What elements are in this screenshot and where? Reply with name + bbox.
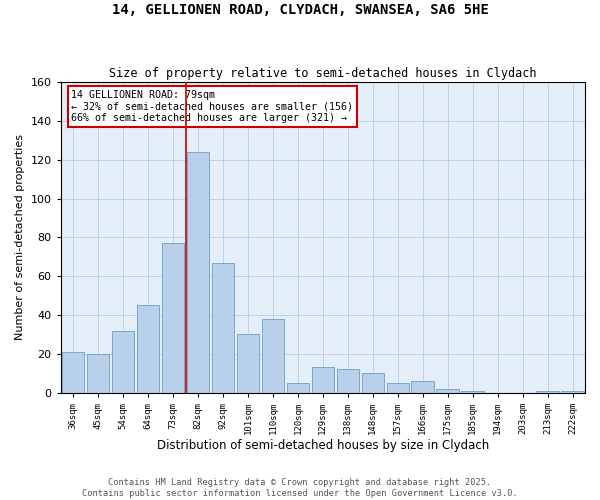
Title: Size of property relative to semi-detached houses in Clydach: Size of property relative to semi-detach… [109, 66, 536, 80]
Bar [461, 390, 484, 392]
Bar [536, 390, 559, 392]
Bar [386, 383, 409, 392]
Bar [436, 389, 459, 392]
Bar [237, 334, 259, 392]
Bar [112, 330, 134, 392]
Bar [561, 390, 584, 392]
Bar [287, 383, 309, 392]
Text: 14 GELLIONEN ROAD: 79sqm
← 32% of semi-detached houses are smaller (156)
66% of : 14 GELLIONEN ROAD: 79sqm ← 32% of semi-d… [71, 90, 353, 123]
Bar [412, 381, 434, 392]
Bar [311, 368, 334, 392]
Bar [137, 306, 160, 392]
Text: Contains HM Land Registry data © Crown copyright and database right 2025.
Contai: Contains HM Land Registry data © Crown c… [82, 478, 518, 498]
Bar [187, 152, 209, 392]
Bar [62, 352, 85, 393]
Y-axis label: Number of semi-detached properties: Number of semi-detached properties [15, 134, 25, 340]
Text: 14, GELLIONEN ROAD, CLYDACH, SWANSEA, SA6 5HE: 14, GELLIONEN ROAD, CLYDACH, SWANSEA, SA… [112, 2, 488, 16]
X-axis label: Distribution of semi-detached houses by size in Clydach: Distribution of semi-detached houses by … [157, 440, 489, 452]
Bar [262, 319, 284, 392]
Bar [212, 262, 234, 392]
Bar [337, 370, 359, 392]
Bar [162, 243, 184, 392]
Bar [362, 374, 384, 392]
Bar [87, 354, 109, 393]
